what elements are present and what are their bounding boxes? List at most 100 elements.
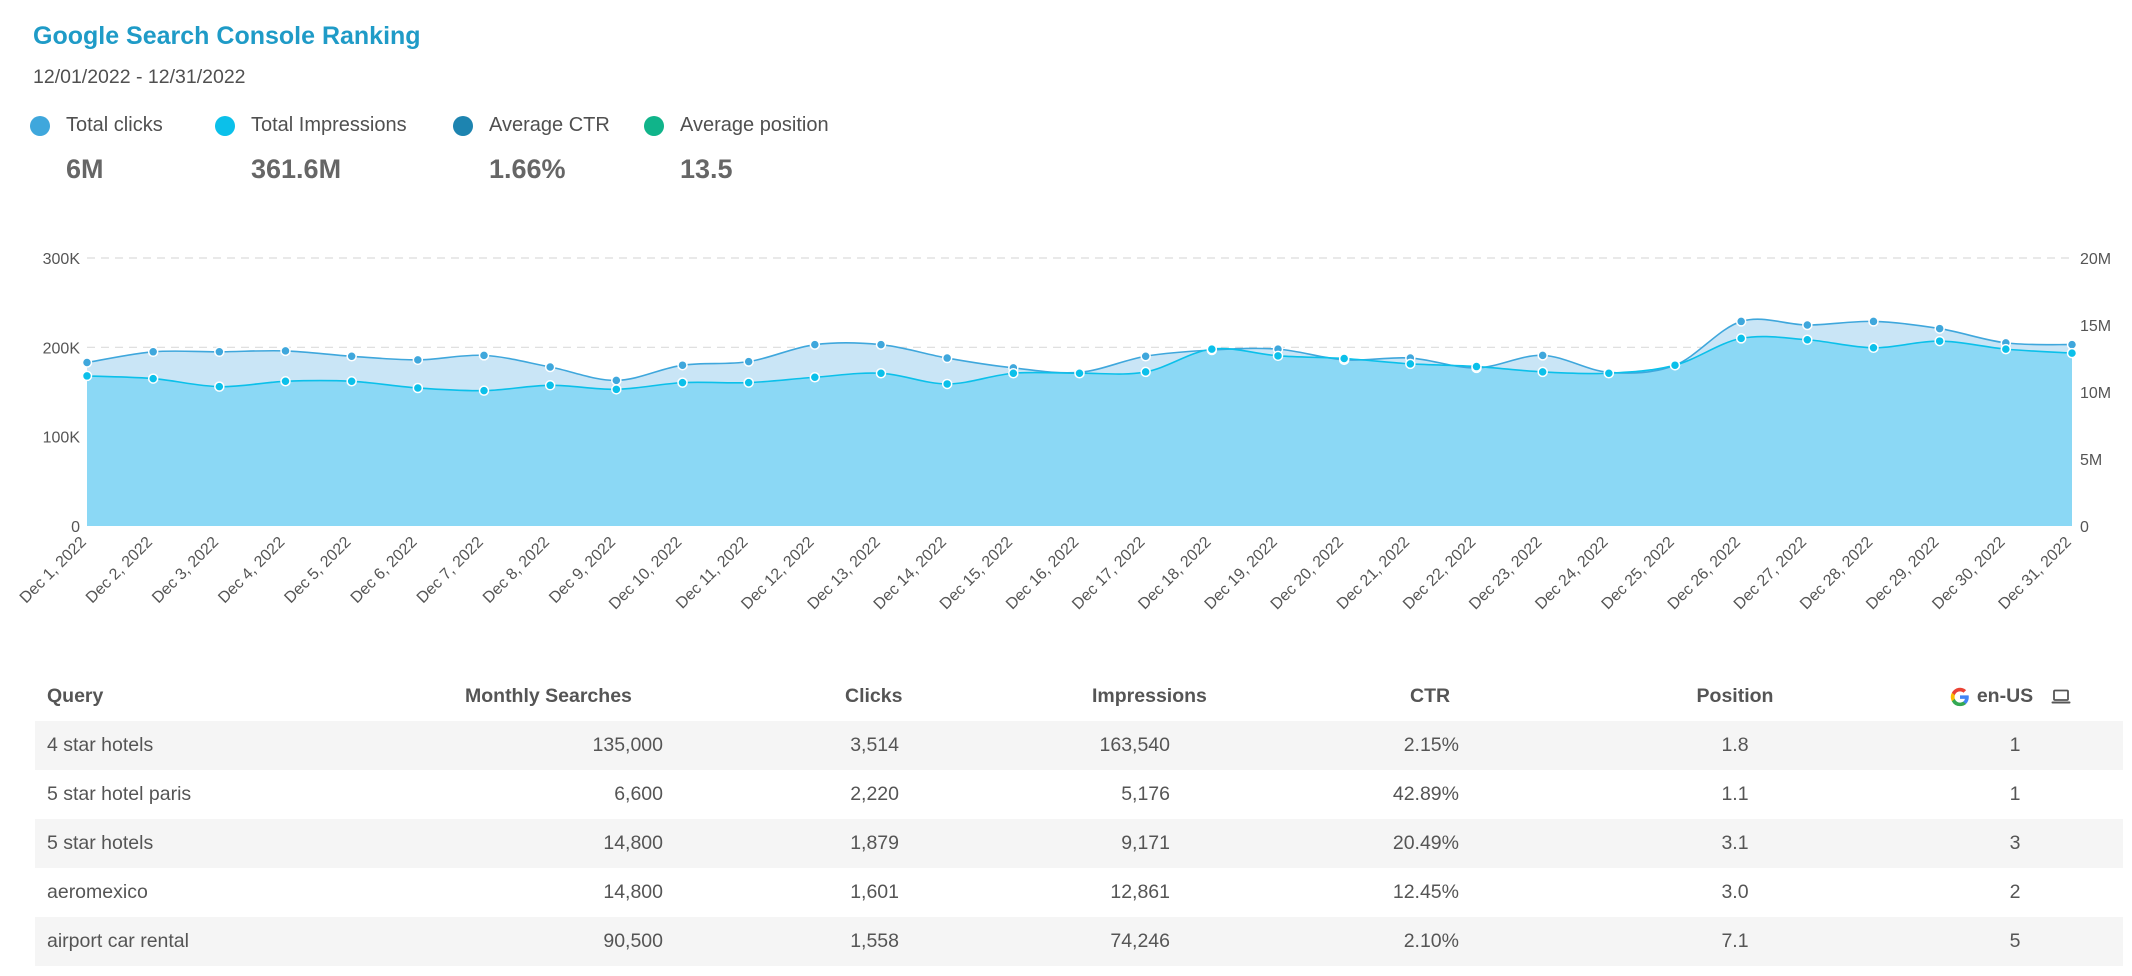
x-axis-tick-label: Dec 8, 2022 [480, 534, 553, 607]
header-position[interactable]: Position [1696, 685, 1774, 707]
header-monthly-searches[interactable]: Monthly Searches [465, 685, 632, 707]
table-header: Query Monthly Searches Clicks Impression… [35, 672, 2123, 721]
table-row[interactable]: airport car rental 90,500 1,558 74,246 2.10%… [35, 917, 2123, 966]
total-impressions-point [1405, 358, 1416, 370]
total-clicks-point [1735, 316, 1747, 327]
total-impressions-point [1669, 359, 1681, 371]
position-cell: 3.1 [1721, 832, 1749, 854]
rank-cell: 1 [2009, 783, 2021, 805]
total-impressions-point [280, 376, 291, 387]
table-body: 4 star hotels 135,000 3,514 163,540 2.15% 1.8… [35, 721, 2123, 966]
clicks-cell: 2,220 [850, 783, 899, 805]
ctr-cell: 42.89% [1392, 783, 1459, 805]
total-impressions-point [2066, 347, 2078, 359]
total-impressions-point [346, 376, 357, 387]
kpi-value: 361.6M [251, 154, 342, 184]
header-query[interactable]: Query [47, 685, 104, 707]
total-impressions-point [677, 377, 688, 388]
total-clicks-point [1537, 350, 1548, 361]
total-impressions-dot-icon [215, 116, 235, 136]
header-clicks[interactable]: Clicks [845, 685, 903, 707]
total-clicks-point [1868, 316, 1879, 327]
total-clicks-point [1802, 319, 1813, 331]
x-axis-tick-label: Dec 7, 2022 [414, 534, 487, 607]
kpi-label: Average CTR [489, 114, 610, 136]
average-ctr-dot-icon [453, 116, 473, 136]
total-impressions-point [1338, 353, 1350, 364]
monthly-searches-cell: 90,500 [603, 930, 663, 952]
date-range: 12/01/2022 - 12/31/2022 [33, 66, 246, 88]
right-axis-tick-label: 5M [2080, 452, 2102, 469]
right-axis-tick-label: 15M [2080, 318, 2111, 335]
total-impressions-point [1140, 366, 1151, 378]
impressions-cell: 12,861 [1110, 881, 1170, 903]
page-title: Google Search Console Ranking [33, 22, 421, 50]
total-impressions-point [1471, 361, 1482, 372]
position-cell: 7.1 [1721, 930, 1749, 952]
total-impressions-point [1802, 334, 1813, 345]
left-axis-tick-label: 100K [43, 430, 81, 447]
x-axis-tick-label: Dec 4, 2022 [215, 534, 288, 607]
position-cell: 1.1 [1721, 783, 1749, 805]
total-clicks-point [412, 354, 424, 366]
clicks-cell: 1,879 [850, 832, 899, 854]
total-clicks-point [280, 345, 291, 357]
total-clicks-point [147, 346, 159, 358]
header-ctr[interactable]: CTR [1410, 685, 1451, 707]
clicks-cell: 3,514 [850, 734, 899, 756]
monthly-searches-cell: 135,000 [592, 734, 664, 756]
google-icon [1950, 687, 1969, 707]
x-axis-tick-label: Dec 3, 2022 [149, 534, 222, 607]
right-axis-tick-label: 20M [2080, 251, 2111, 268]
rank-cell: 5 [2009, 930, 2021, 952]
total-impressions-point [147, 373, 159, 384]
total-clicks-point [81, 357, 93, 368]
kpi-label: Total clicks [66, 114, 163, 136]
total-clicks-point [346, 351, 357, 362]
position-cell: 1.8 [1721, 734, 1749, 756]
kpi-value: 1.66% [489, 154, 566, 184]
total-impressions-point [1008, 367, 1019, 379]
clicks-cell: 1,558 [850, 930, 899, 952]
table-row[interactable]: aeromexico 14,800 1,601 12,861 12.45% 3.0 2 [35, 868, 2123, 917]
ctr-cell: 12.45% [1392, 881, 1459, 903]
total-impressions-point [1537, 366, 1548, 378]
position-cell: 3.0 [1721, 881, 1749, 903]
table-row[interactable]: 5 star hotels 14,800 1,879 9,171 20.49% 3.1 3 [35, 819, 2123, 868]
table-row[interactable]: 5 star hotel paris 6,600 2,220 5,176 42.89% 1… [35, 770, 2123, 819]
total-impressions-point [1074, 367, 1085, 379]
kpi-label: Total Impressions [251, 114, 407, 136]
total-impressions-point [214, 381, 225, 392]
total-impressions-point [809, 372, 821, 383]
total-impressions-point [1934, 335, 1945, 347]
header-impressions[interactable]: Impressions [1092, 685, 1207, 707]
total-impressions-point [544, 380, 556, 391]
query-cell: 4 star hotels [47, 734, 154, 756]
x-axis-tick-label: Dec 6, 2022 [348, 534, 421, 607]
total-clicks-point [2066, 339, 2078, 350]
x-axis-tick-label: Dec 5, 2022 [281, 534, 354, 607]
header-rank-locale[interactable]: en-US [1910, 672, 2110, 721]
ctr-cell: 2.10% [1403, 930, 1459, 952]
table-row[interactable]: 4 star hotels 135,000 3,514 163,540 2.15% 1.8… [35, 721, 2123, 770]
x-axis-tick-label: Dec 1, 2022 [17, 534, 90, 607]
total-impressions-point [611, 384, 622, 395]
locale-label: en-US [1976, 685, 2034, 707]
laptop-icon [2051, 689, 2071, 704]
total-impressions-point [1206, 343, 1218, 355]
total-impressions-point [1735, 333, 1747, 344]
impressions-cell: 9,171 [1121, 832, 1170, 854]
right-axis-tick-label: 0 [2080, 519, 2089, 536]
right-axis-tick-label: 10M [2080, 385, 2111, 402]
left-axis-tick-label: 0 [71, 519, 80, 536]
total-impressions-point [743, 377, 754, 388]
left-axis-tick-label: 300K [43, 251, 81, 268]
total-impressions-point [412, 382, 424, 394]
query-table: Query Monthly Searches Clicks Impression… [35, 672, 2123, 966]
total-clicks-point [611, 375, 622, 386]
rank-cell: 3 [2009, 832, 2021, 854]
query-cell: airport car rental [47, 930, 189, 952]
total-clicks-dot-icon [30, 116, 50, 136]
monthly-searches-cell: 14,800 [603, 832, 663, 854]
